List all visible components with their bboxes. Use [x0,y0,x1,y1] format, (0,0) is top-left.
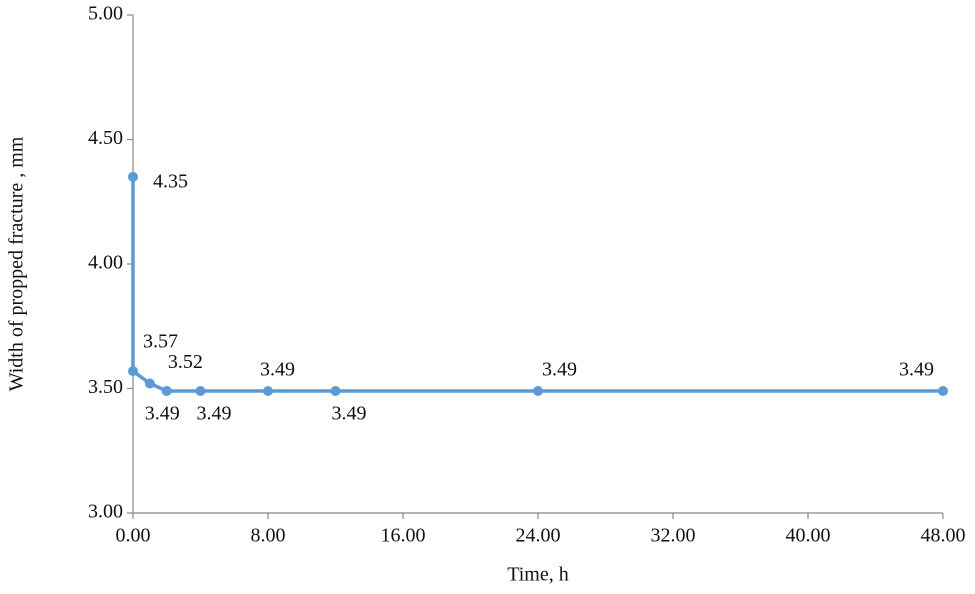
data-point [938,385,948,396]
x-tick-label: 8.00 [251,525,286,547]
data-point [144,378,155,389]
data-point [195,385,206,396]
data-point [330,385,341,396]
data-label: 3.49 [542,359,577,381]
x-tick-label: 16.00 [381,525,426,547]
x-axis-label: Time, h [507,564,569,586]
y-tick-label: 3.00 [88,501,123,523]
y-tick-label: 5.00 [88,3,123,25]
data-label: 3.52 [168,351,203,373]
data-line [131,176,943,393]
data-point [533,385,543,396]
x-tick-label: 40.00 [786,525,831,547]
data-point [263,385,273,396]
y-tick-label: 4.00 [88,252,123,274]
x-tick-label: 32.00 [651,525,696,547]
y-axis-label: Width of propped fracture , mm [6,136,28,391]
x-tick-label: 0.00 [116,525,151,547]
data-point [161,385,172,396]
x-tick-label: 24.00 [516,525,561,547]
data-label: 3.49 [899,359,934,381]
x-tick-label: 48.00 [921,525,966,547]
data-label: 3.57 [143,331,178,353]
data-label: 3.49 [260,359,295,381]
data-point [128,366,138,377]
data-label: 3.49 [332,403,367,425]
data-label: 4.35 [153,170,188,192]
y-tick-label: 3.50 [88,376,123,398]
data-label: 3.49 [145,403,180,425]
y-tick-label: 4.50 [88,127,123,149]
data-point [128,171,138,182]
data-label: 3.49 [197,403,232,425]
